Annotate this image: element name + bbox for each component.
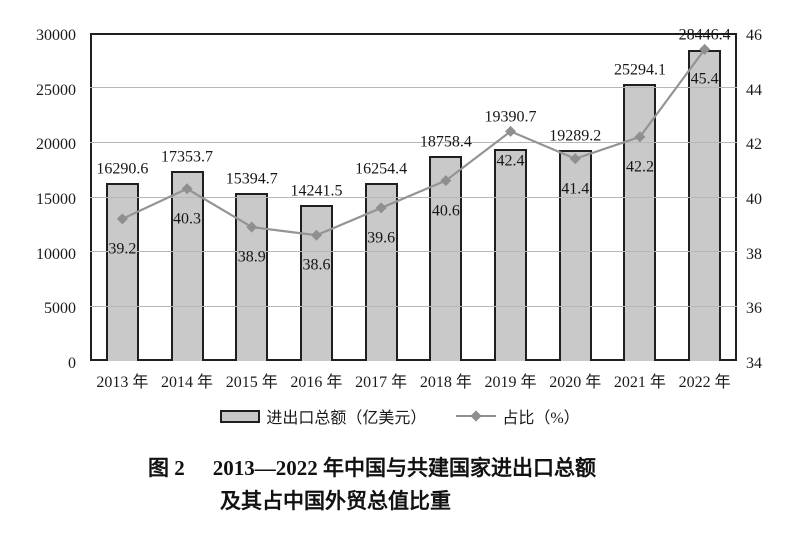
bar — [170, 171, 204, 361]
bar — [688, 49, 722, 361]
x-axis-category-label: 2014 年 — [161, 374, 214, 391]
x-axis-category-label: 2020 年 — [549, 374, 602, 391]
legend: 进出口总额（亿美元） 占比（%） — [0, 404, 800, 428]
bar — [623, 84, 657, 361]
diamond-marker-icon — [181, 183, 193, 195]
y-axis-left-tick-label: 30000 — [36, 27, 76, 44]
x-axis-category-label: 2016 年 — [290, 374, 343, 391]
legend-entry-bars: 进出口总额（亿美元） — [220, 404, 426, 428]
bar-value-label: 16290.6 — [96, 160, 149, 178]
diamond-marker-icon — [375, 202, 387, 214]
y-axis-left-tick-label: 10000 — [36, 245, 76, 263]
line-path — [121, 48, 706, 237]
x-axis-category-label: 2015 年 — [225, 374, 278, 391]
legend-label-line: 占比（%） — [502, 410, 580, 427]
line-value-label: 45.4 — [690, 70, 719, 88]
x-axis-category-label: 2017 年 — [355, 374, 408, 391]
x-axis-category-label: 2018 年 — [419, 374, 472, 391]
figure-title-text: 2013—2022 年中国与共建国家进出口总额 — [212, 456, 596, 480]
gridline — [90, 87, 737, 89]
bar-value-label: 19289.2 — [549, 127, 602, 145]
diamond-marker-icon — [246, 221, 258, 233]
bar-value-label: 25294.1 — [613, 61, 666, 79]
y-axis-left-tick-label: 15000 — [36, 191, 76, 208]
y-axis-left-tick-label: 20000 — [36, 136, 76, 154]
y-axis-left-tick-label: 25000 — [36, 81, 76, 99]
line-value-label: 41.4 — [561, 180, 590, 198]
line-value-label: 39.6 — [367, 229, 396, 247]
y-axis-right-tick-label: 40 — [746, 191, 762, 208]
line-series-marker-icon — [456, 410, 497, 422]
x-axis-category-label: 2019 年 — [484, 374, 537, 391]
x-axis-category-label: 2022 年 — [678, 374, 731, 391]
line-value-label: 40.6 — [431, 202, 460, 220]
bar — [494, 148, 528, 361]
bar-series-swatch-icon — [220, 409, 261, 423]
line-value-label: 42.2 — [625, 158, 654, 176]
figure-number-label: 图 2 — [148, 456, 185, 480]
bar-value-label: 15394.7 — [225, 170, 278, 188]
bar-value-label: 14241.5 — [290, 182, 343, 200]
gridline — [90, 196, 737, 198]
y-axis-right-tick-label: 36 — [746, 300, 762, 318]
y-axis-right-tick-label: 34 — [746, 355, 762, 372]
x-axis-category-label: 2021 年 — [613, 374, 666, 391]
legend-label-bars: 进出口总额（亿美元） — [266, 410, 427, 427]
legend-entry-line: 占比（%） — [456, 404, 580, 428]
x-axis-category-label: 2013 年 — [96, 374, 149, 391]
figure-caption-line2: 及其占中国外贸总值比重 — [220, 489, 451, 513]
diamond-marker-icon — [569, 153, 581, 165]
diamond-marker-icon — [470, 410, 482, 422]
bar-value-label: 17353.7 — [161, 148, 214, 166]
gridline — [90, 251, 737, 253]
y-axis-right-tick-label: 42 — [746, 136, 762, 154]
diamond-marker-icon — [634, 131, 646, 143]
line-value-label: 39.2 — [108, 240, 137, 258]
diamond-marker-icon — [440, 175, 452, 187]
bar-value-label: 19390.7 — [484, 108, 537, 126]
y-axis-left-tick-label: 0 — [68, 355, 76, 372]
line-value-label: 42.4 — [496, 152, 525, 170]
bar — [558, 150, 592, 361]
gridline — [90, 141, 737, 143]
y-axis-right-tick-label: 44 — [746, 81, 762, 99]
bar-value-label: 16254.4 — [355, 160, 408, 178]
diamond-marker-icon — [310, 229, 322, 241]
y-axis-right-tick-label: 46 — [746, 27, 762, 44]
line-series — [116, 43, 711, 241]
bar-value-label: 18758.4 — [419, 133, 472, 151]
diamond-marker-icon — [699, 43, 711, 55]
bar-value-label: 28446.4 — [678, 26, 731, 44]
line-value-label: 40.3 — [173, 210, 202, 228]
y-axis-right-tick-label: 38 — [746, 245, 762, 263]
y-axis-left-tick-label: 5000 — [44, 300, 76, 318]
gridline — [90, 305, 737, 307]
figure-caption-line1: 图 2 2013—2022 年中国与共建国家进出口总额 — [148, 452, 596, 482]
bar — [429, 155, 463, 361]
line-value-label: 38.9 — [237, 248, 266, 266]
line-value-label: 38.6 — [302, 256, 331, 274]
diamond-marker-icon — [116, 213, 128, 225]
